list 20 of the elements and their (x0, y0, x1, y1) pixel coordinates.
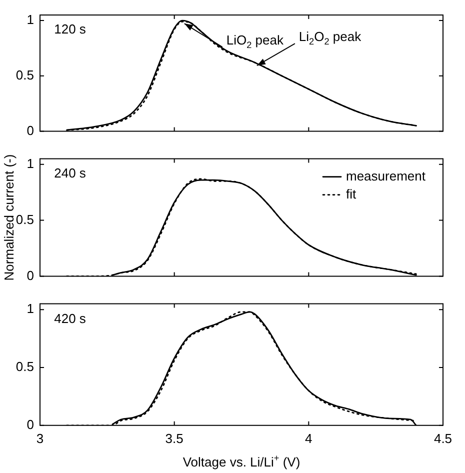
annotation: 240 s (54, 166, 86, 181)
y-tick-label: 0 (26, 416, 34, 432)
y-tick-label: 0.5 (16, 67, 34, 82)
x-axis-title: Voltage vs. Li/Li+ (V) (182, 452, 300, 470)
y-tick-label: 1 (26, 12, 34, 28)
x-tick-label: 3 (36, 430, 44, 446)
x-tick-label: 4.5 (434, 430, 452, 446)
legend-label: measurement (346, 168, 426, 184)
legend-label: fit (346, 186, 356, 202)
annotation: 420 s (54, 311, 86, 326)
y-tick-label: 0.5 (16, 212, 34, 227)
y-axis-title: Normalized current (-) (2, 154, 17, 281)
y-tick-label: 0 (26, 268, 34, 283)
y-tick-label: 0.5 (16, 359, 34, 374)
y-tick-label: 0 (26, 122, 34, 138)
y-tick-label: 1 (26, 301, 34, 316)
annotation: 120 s (54, 22, 86, 37)
y-tick-label: 1 (26, 156, 34, 171)
x-tick-label: 4 (305, 430, 312, 446)
x-tick-label: 3.5 (165, 430, 184, 446)
